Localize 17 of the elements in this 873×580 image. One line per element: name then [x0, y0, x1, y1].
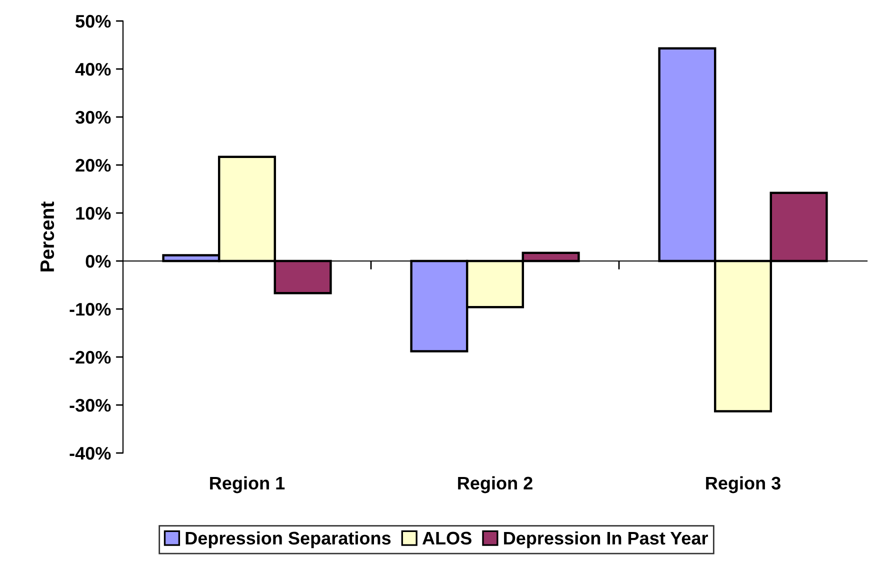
y-tick-label: 30% [75, 110, 111, 124]
x-tick-label: Region 3 [706, 476, 780, 494]
y-tick-label: 10% [76, 206, 111, 220]
y-tick-label: -40% [70, 446, 111, 460]
y-tick-label: -30% [70, 398, 111, 412]
legend-label: Depression Separations [186, 531, 391, 548]
y-tick-label: 0% [86, 254, 111, 268]
legend-label: Depression In Past Year [504, 531, 708, 548]
y-tick-label: 40% [75, 62, 111, 76]
y-tick-label: -10% [70, 302, 111, 316]
y-axis-title: Percent [40, 202, 54, 272]
y-tick-label: 20% [76, 158, 111, 172]
legend-label: ALOS [422, 532, 472, 545]
y-tick-label: 50% [76, 14, 111, 28]
y-tick-label: -20% [70, 350, 111, 364]
x-tick-label: Region 2 [458, 476, 532, 494]
x-tick-label: Region 1 [210, 476, 285, 494]
